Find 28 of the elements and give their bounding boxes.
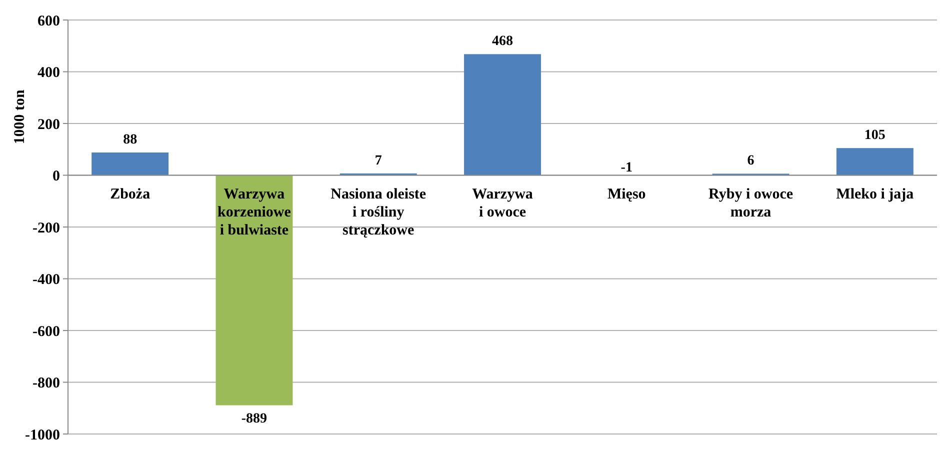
y-tick-label: 400 [38,65,60,81]
data-label: 7 [374,153,382,168]
y-tick-label: -200 [32,220,60,236]
y-tick-label: 600 [38,13,60,30]
data-label: 468 [492,34,513,50]
data-label: -889 [241,411,268,426]
x-tick-label: Nasiona oleiste i rośliny strączkowe [330,186,426,238]
y-tick-label: -800 [32,376,60,392]
y-tick-label: -1000 [25,427,60,444]
x-tick-label: Mleko i jaja [836,186,914,202]
y-tick-label: 0 [52,168,60,184]
y-tick-label: -600 [32,324,60,340]
y-tick-label: -400 [32,272,60,288]
x-tick-label: Zboża [110,186,151,202]
data-label: 105 [864,128,886,144]
x-tick-label: Warzywa korzeniowe i bulwiaste [218,186,292,238]
x-tick-label: Warzywa i owoce [472,186,534,220]
bar [216,175,293,406]
data-label: -1 [620,160,632,176]
bar [92,152,169,176]
x-tick-label: Ryby i owoce morza [708,186,794,220]
bar [464,54,541,176]
y-tick-label: 200 [38,116,60,133]
x-tick-label: Mięso [607,186,646,202]
data-label: 6 [747,154,754,169]
bar [836,148,914,176]
y-axis-title: 1000 ton [12,89,28,144]
data-label: 88 [123,132,138,148]
